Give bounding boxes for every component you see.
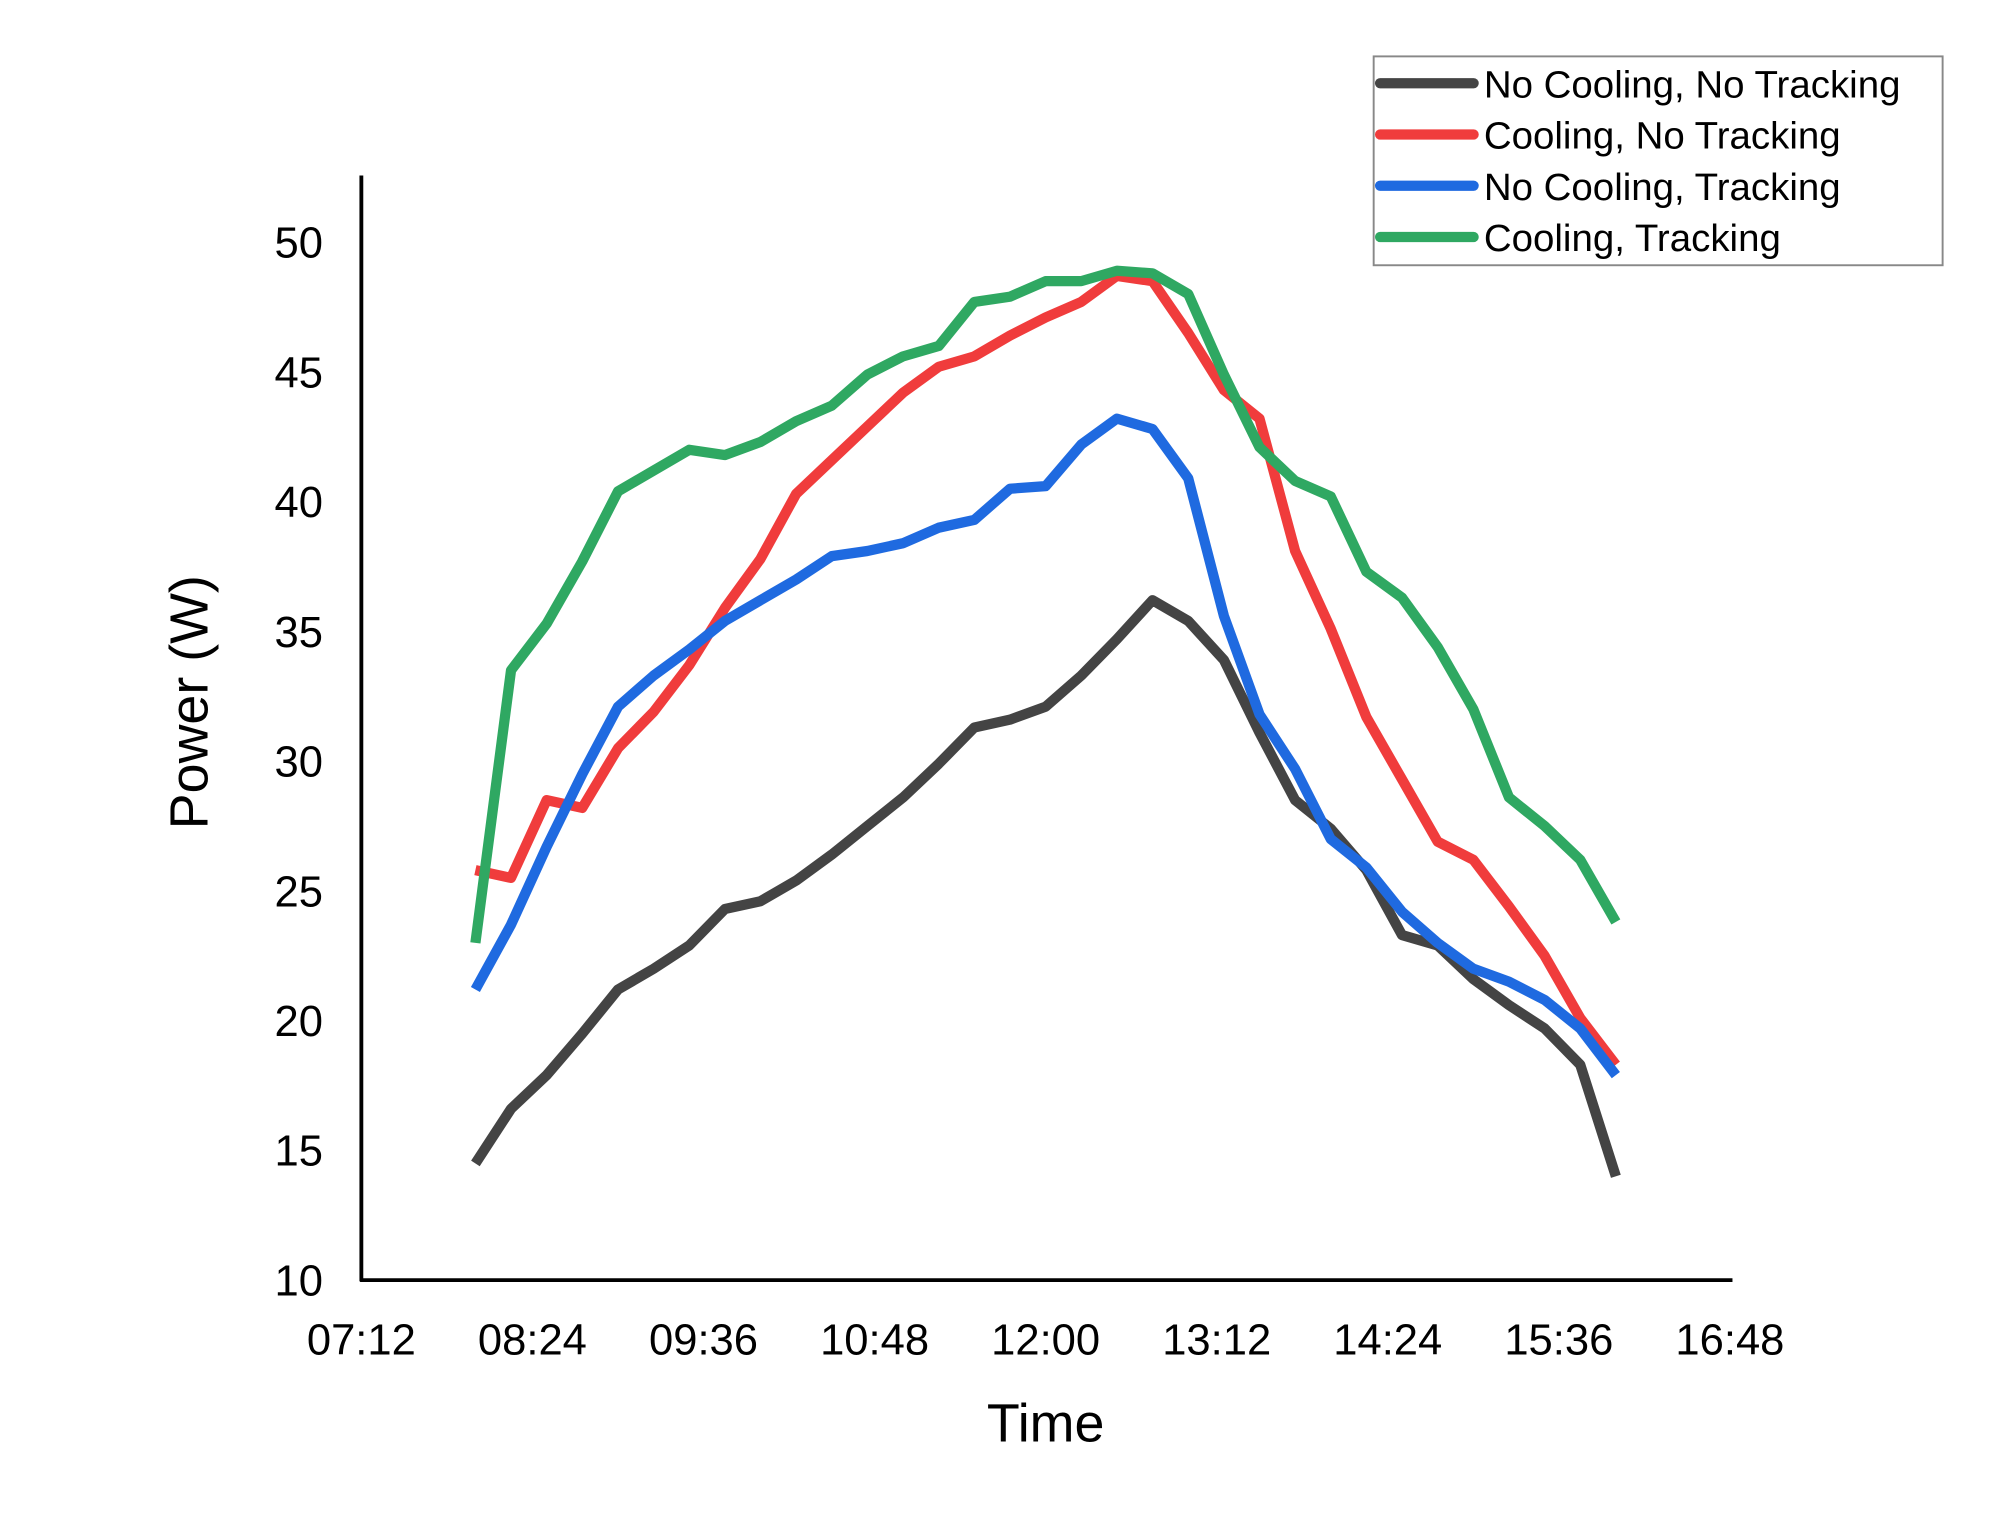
x-tick-label: 13:12	[1162, 1316, 1271, 1364]
y-tick-label: 30	[274, 739, 322, 787]
y-axis-label: Power (W)	[160, 575, 220, 829]
series-line-3	[470, 413, 1620, 1079]
legend-box	[1372, 55, 1944, 267]
legend-label: Cooling, No Tracking	[1484, 115, 1841, 158]
x-tick-label: 14:24	[1333, 1316, 1442, 1364]
legend-label: No Cooling, No Tracking	[1484, 63, 1901, 106]
x-tick-label: 07:12	[307, 1316, 416, 1364]
y-tick-label: 45	[274, 349, 322, 397]
x-tick-labels: 07:12 08:24 09:36 10:48 12:00 13:12 14:24 15:36…	[307, 1316, 1785, 1364]
x-tick-label: 10:48	[820, 1316, 929, 1364]
x-axis-label: Time	[987, 1394, 1105, 1454]
legend-label: Cooling, Tracking	[1484, 217, 1781, 260]
y-tick-label: 15	[274, 1128, 322, 1176]
axes	[359, 175, 1733, 1283]
series-line-2	[474, 270, 1620, 1068]
y-tick-label: 40	[274, 479, 322, 527]
x-tick-label: 12:00	[991, 1316, 1100, 1364]
y-tick-labels: 10 15 20 25 30 35 40 45 50	[274, 220, 322, 1306]
x-tick-label: 08:24	[478, 1316, 587, 1364]
series-lines	[470, 265, 1621, 1178]
legend: No Cooling, No Tracking Cooling, No Track…	[1372, 55, 1944, 267]
legend-label: No Cooling, Tracking	[1484, 166, 1841, 209]
y-tick-label: 25	[274, 868, 322, 916]
y-tick-label: 20	[274, 998, 322, 1046]
y-tick-label: 50	[274, 220, 322, 268]
x-tick-label: 15:36	[1504, 1316, 1613, 1364]
series-line-1	[471, 595, 1621, 1178]
series-line-4	[470, 265, 1621, 944]
y-tick-label: 10	[274, 1258, 322, 1306]
x-tick-label: 09:36	[649, 1316, 758, 1364]
x-tick-label: 16:48	[1675, 1316, 1784, 1364]
y-tick-label: 35	[274, 609, 322, 657]
